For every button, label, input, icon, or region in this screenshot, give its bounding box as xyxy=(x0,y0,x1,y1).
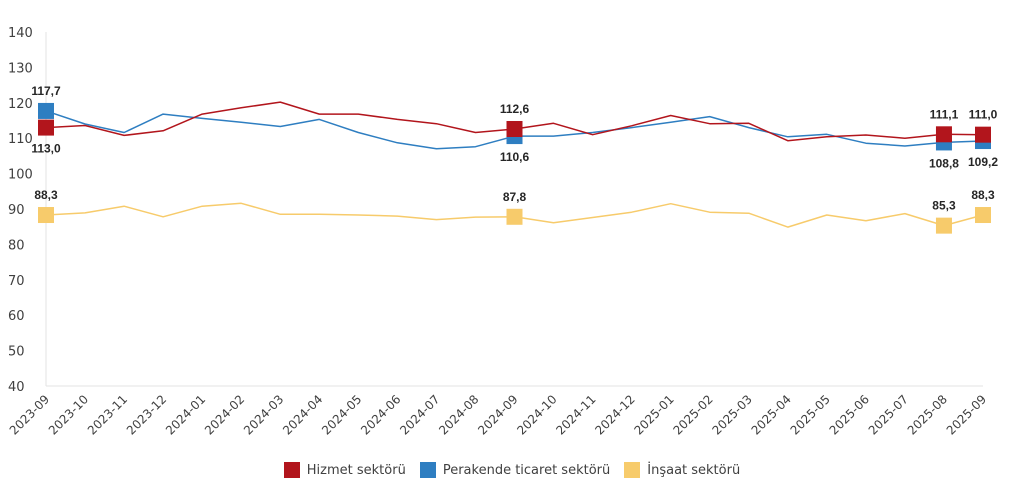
x-tick-label: 2025-08 xyxy=(905,392,950,437)
x-tick-label: 2024-03 xyxy=(241,392,286,437)
legend-swatch-perakende xyxy=(419,462,436,478)
x-tick-label: 2024-11 xyxy=(553,392,598,437)
data-label: 111,1 xyxy=(930,107,959,121)
data-label: 113,0 xyxy=(31,142,61,156)
data-marker xyxy=(975,126,991,143)
data-label: 108,8 xyxy=(929,156,959,170)
x-tick-label: 2025-04 xyxy=(749,392,794,437)
data-label: 109,2 xyxy=(968,155,998,169)
legend-label-perakende: Perakende ticaret sektörü xyxy=(442,462,611,478)
x-tick-label: 2025-05 xyxy=(788,392,833,437)
legend-item-perakende[interactable]: Perakende ticaret sektörü xyxy=(419,462,611,478)
y-tick-label: 120 xyxy=(8,97,33,112)
data-label: 85,3 xyxy=(932,199,956,213)
data-marker xyxy=(506,120,523,137)
x-tick-label: 2024-08 xyxy=(436,392,481,437)
x-tick-label: 2023-11 xyxy=(85,392,130,437)
data-label: 110,6 xyxy=(500,150,530,164)
data-label: 112,6 xyxy=(500,102,530,116)
x-tick-label: 2023-12 xyxy=(124,392,169,437)
x-tick-label: 2024-12 xyxy=(592,392,637,437)
y-tick-label: 80 xyxy=(8,238,25,253)
legend-label-insaat: İnşaat sektörü xyxy=(647,462,741,478)
data-label: 87,8 xyxy=(503,190,527,204)
x-tick-label: 2024-05 xyxy=(319,392,364,437)
y-tick-label: 50 xyxy=(8,345,25,360)
data-marker xyxy=(975,207,991,224)
data-marker xyxy=(38,207,54,224)
y-tick-label: 90 xyxy=(8,203,25,218)
legend-item-hizmet[interactable]: Hizmet sektörü xyxy=(283,462,406,478)
x-tick-label: 2024-06 xyxy=(358,392,403,437)
legend-label-hizmet: Hizmet sektörü xyxy=(306,462,406,478)
x-tick-label: 2024-02 xyxy=(202,392,247,437)
data-label: 88,3 xyxy=(971,188,995,202)
x-tick-label: 2024-01 xyxy=(163,392,208,437)
series-markers xyxy=(38,102,991,234)
y-tick-label: 130 xyxy=(8,61,33,76)
legend-swatch-insaat xyxy=(624,462,641,478)
data-marker xyxy=(935,126,952,143)
x-tick-label: 2025-03 xyxy=(710,392,755,437)
y-tick-label: 70 xyxy=(8,274,25,289)
x-tick-label: 2024-10 xyxy=(514,392,559,437)
x-tick-label: 2023-10 xyxy=(46,392,91,437)
data-marker xyxy=(38,119,54,136)
x-axis-ticks: 2023-092023-102023-112023-122024-012024-… xyxy=(7,392,989,437)
x-tick-label: 2025-06 xyxy=(827,392,872,437)
data-label: 117,7 xyxy=(31,84,61,98)
y-tick-label: 100 xyxy=(8,168,33,183)
x-tick-label: 2025-01 xyxy=(631,392,676,437)
x-tick-label: 2024-07 xyxy=(397,392,442,437)
legend-item-insaat[interactable]: İnşaat sektörü xyxy=(624,462,740,478)
y-tick-label: 60 xyxy=(8,309,25,324)
data-label: 111,0 xyxy=(969,108,998,122)
legend-swatch-hizmet xyxy=(283,462,300,478)
data-label: 88,3 xyxy=(34,188,58,202)
data-marker xyxy=(935,217,952,234)
y-tick-label: 110 xyxy=(8,132,33,147)
y-tick-label: 40 xyxy=(8,380,25,395)
x-tick-label: 2024-04 xyxy=(280,392,325,437)
x-tick-label: 2023-09 xyxy=(7,392,52,437)
series-lines xyxy=(45,101,984,228)
legend: Hizmet sektörü Perakende ticaret sektörü… xyxy=(0,462,1024,478)
y-axis-ticks: 140 130 120 110 100 90 80 70 60 50 40 xyxy=(8,26,33,395)
data-marker xyxy=(38,102,54,119)
x-tick-label: 2025-09 xyxy=(944,392,989,437)
x-tick-label: 2025-02 xyxy=(670,392,715,437)
data-marker xyxy=(506,208,523,225)
x-tick-label: 2024-09 xyxy=(475,392,520,437)
x-tick-label: 2025-07 xyxy=(866,392,911,437)
y-tick-label: 140 xyxy=(8,26,33,41)
data-labels: 113,0 112,6 111,1 111,0 117,7 110,6 108,8 109,2… xyxy=(31,84,998,213)
